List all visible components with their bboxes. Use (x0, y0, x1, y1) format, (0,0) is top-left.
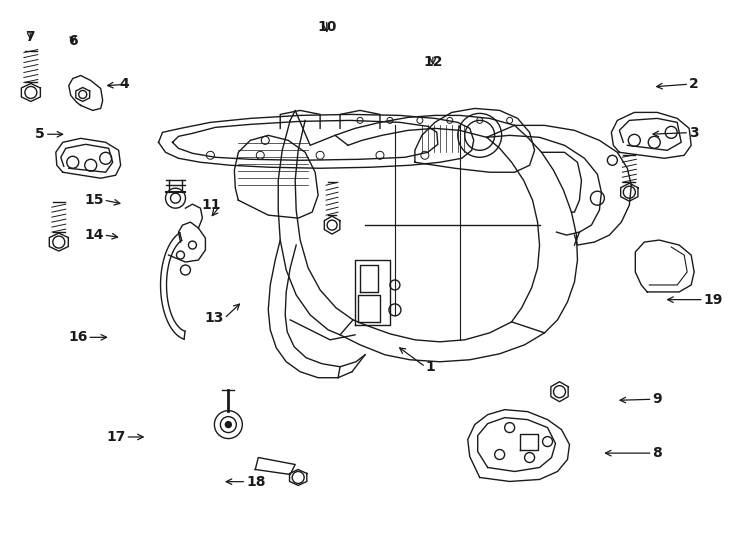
Text: 14: 14 (84, 228, 103, 242)
Text: 8: 8 (653, 446, 662, 460)
Text: 7: 7 (26, 30, 35, 44)
Text: 4: 4 (120, 77, 129, 91)
Text: 5: 5 (35, 127, 45, 141)
Text: 3: 3 (689, 126, 699, 140)
Text: 12: 12 (423, 55, 443, 69)
Text: 9: 9 (653, 392, 662, 406)
Circle shape (225, 422, 231, 428)
Text: 18: 18 (246, 475, 266, 489)
Text: 10: 10 (317, 19, 336, 33)
Text: 13: 13 (205, 312, 225, 326)
Text: 19: 19 (704, 293, 723, 307)
Text: 6: 6 (68, 34, 78, 48)
Text: 16: 16 (68, 330, 87, 345)
Text: 2: 2 (689, 77, 699, 91)
Text: 15: 15 (84, 193, 103, 207)
Text: 17: 17 (106, 430, 126, 444)
Text: 1: 1 (426, 360, 435, 374)
Text: 11: 11 (201, 198, 221, 212)
